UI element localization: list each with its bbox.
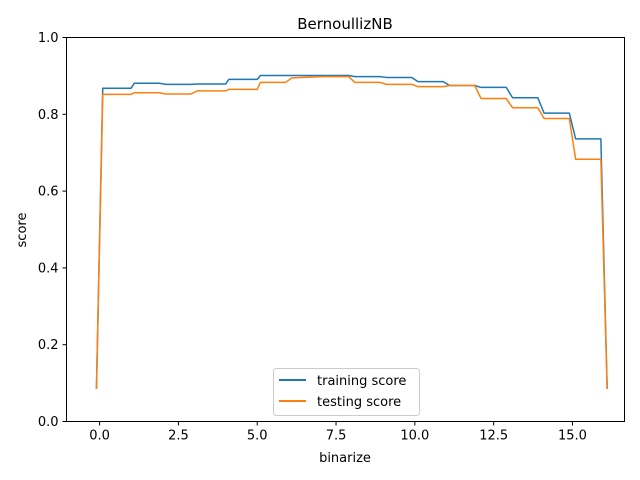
x-axis-ticks: 0.0 2.5 5.0 7.5 10.0 12.5 15.0 [89, 421, 587, 444]
legend-box [273, 368, 420, 416]
y-tick-label: 0.2 [38, 338, 59, 353]
x-tick-label: 7.5 [326, 429, 347, 444]
y-tick-label: 0.6 [38, 185, 59, 200]
series-line-testing-score [95, 75, 608, 389]
plot-lines [95, 74, 608, 389]
x-tick-label: 10.0 [400, 429, 429, 444]
x-tick-label: 2.5 [168, 429, 189, 444]
y-tick-label: 0.8 [38, 108, 59, 123]
legend-label-testing: testing score [317, 395, 401, 410]
chart-title: BernoullizNB [297, 15, 393, 33]
x-tick-label: 15.0 [558, 429, 587, 444]
y-tick-label: 1.0 [38, 31, 59, 46]
legend: training score testing score [273, 368, 420, 416]
x-tick-label: 12.5 [479, 429, 508, 444]
y-axis-label: score [15, 213, 30, 248]
x-tick-label: 5.0 [247, 429, 268, 444]
legend-label-training: training score [317, 374, 406, 389]
y-axis-ticks: 0.0 0.2 0.4 0.6 0.8 1.0 [38, 31, 67, 430]
x-tick-label: 0.0 [89, 429, 110, 444]
y-tick-label: 0.4 [38, 261, 59, 276]
series-line-training-score [95, 74, 608, 389]
plot-frame [66, 37, 625, 422]
y-tick-label: 0.0 [38, 415, 59, 430]
x-axis-label: binarize [319, 451, 371, 466]
